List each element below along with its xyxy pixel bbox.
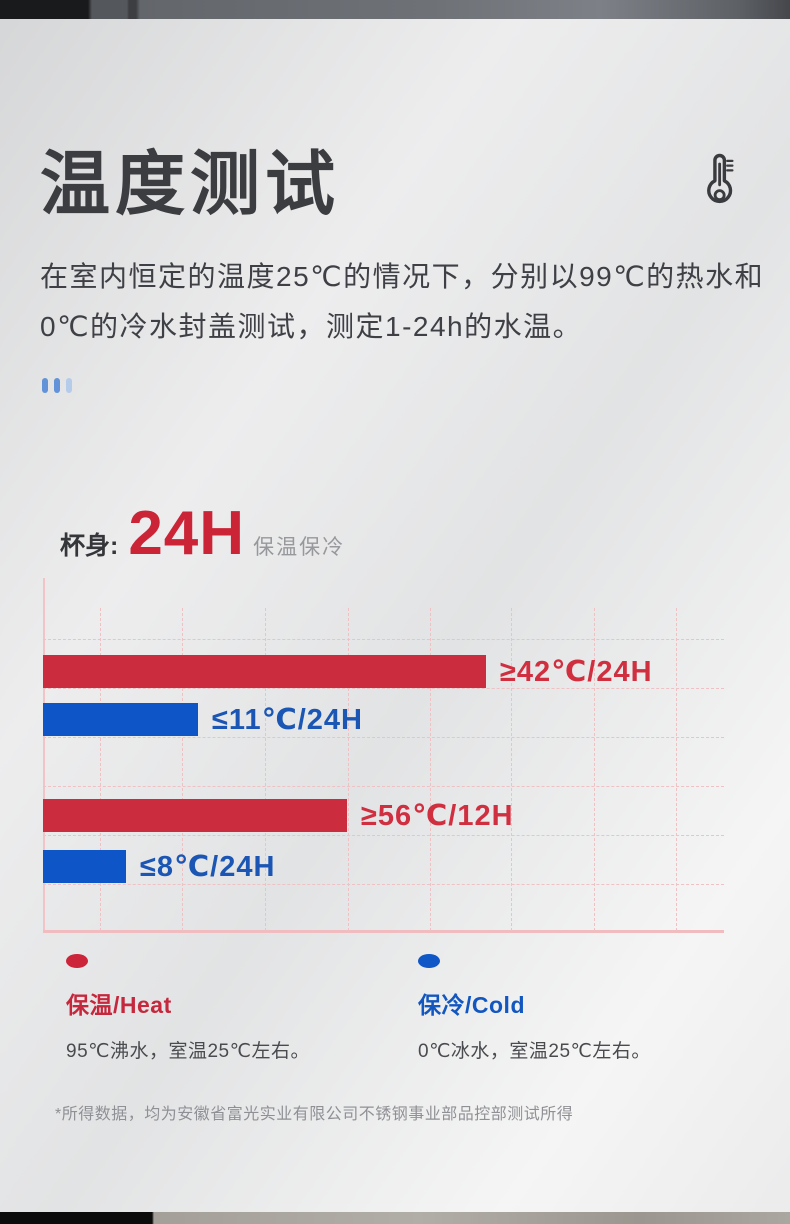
- thermometer-icon: [707, 153, 734, 204]
- triple-dash-icon: [42, 378, 72, 393]
- legend-item-heat: 保温/Heat 95℃沸水，室温25℃左右。: [66, 954, 406, 1063]
- heat-dot-icon: [66, 954, 88, 968]
- chart-axis-bottom: [43, 930, 724, 933]
- intro-paragraph: 在室内恒定的温度25℃的情况下，分别以99℃的热水和 0℃的冷水封盖测试，测定1…: [40, 252, 770, 352]
- intro-line-2: 0℃的冷水封盖测试，测定1-24h的水温。: [40, 311, 583, 342]
- grid-line-vertical: [676, 608, 677, 931]
- bar-value-label: ≥56℃/12H: [361, 799, 514, 832]
- grid-line-horizontal: [43, 835, 724, 836]
- chart-axis-left: [43, 578, 45, 932]
- grid-line-horizontal: [43, 884, 724, 885]
- grid-line-horizontal: [43, 737, 724, 738]
- bar-heat: [43, 655, 486, 688]
- grid-line-vertical: [594, 608, 595, 931]
- legend-heat-title: 保温/Heat: [66, 992, 172, 1018]
- grid-line-horizontal: [43, 786, 724, 787]
- bar-value-label: ≤8℃/24H: [140, 850, 276, 883]
- grid-line-vertical: [100, 608, 101, 931]
- bar-value-label: ≥42℃/24H: [500, 655, 653, 688]
- grid-line-horizontal: [43, 688, 724, 689]
- bar-cold: [43, 850, 126, 883]
- grid-line-vertical: [348, 608, 349, 931]
- grid-line-vertical: [182, 608, 183, 931]
- bar-heat: [43, 799, 347, 832]
- legend-heat-desc: 95℃沸水，室温25℃左右。: [66, 1041, 310, 1062]
- grid-line-vertical: [265, 608, 266, 931]
- top-photo-strip: [0, 0, 790, 19]
- headline-prefix: 杯身:: [60, 532, 119, 560]
- bar-cold: [43, 703, 198, 736]
- dash-3: [66, 378, 72, 393]
- footnote: *所得数据，均为安徽省富光实业有限公司不锈钢事业部品控部测试所得: [55, 1106, 574, 1123]
- legend-cold-desc: 0℃冰水，室温25℃左右。: [418, 1041, 651, 1062]
- headline-suffix: 保温保冷: [253, 536, 346, 559]
- chart-headline: 杯身: 24H 保温保冷: [60, 498, 345, 569]
- bottom-photo-strip: [0, 1212, 790, 1224]
- cold-dot-icon: [418, 954, 440, 968]
- dash-1: [42, 378, 48, 393]
- grid-line-vertical: [511, 608, 512, 931]
- bar-value-label: ≤11℃/24H: [212, 703, 363, 736]
- grid-line-vertical: [430, 608, 431, 931]
- headline-value: 24H: [128, 499, 246, 568]
- grid-line-horizontal: [43, 639, 724, 640]
- legend-item-cold: 保冷/Cold 0℃冰水，室温25℃左右。: [418, 954, 758, 1063]
- page-title: 温度测试: [40, 145, 340, 223]
- dash-2: [54, 378, 60, 393]
- intro-line-1: 在室内恒定的温度25℃的情况下，分别以99℃的热水和: [40, 261, 765, 292]
- legend-cold-title: 保冷/Cold: [418, 992, 525, 1018]
